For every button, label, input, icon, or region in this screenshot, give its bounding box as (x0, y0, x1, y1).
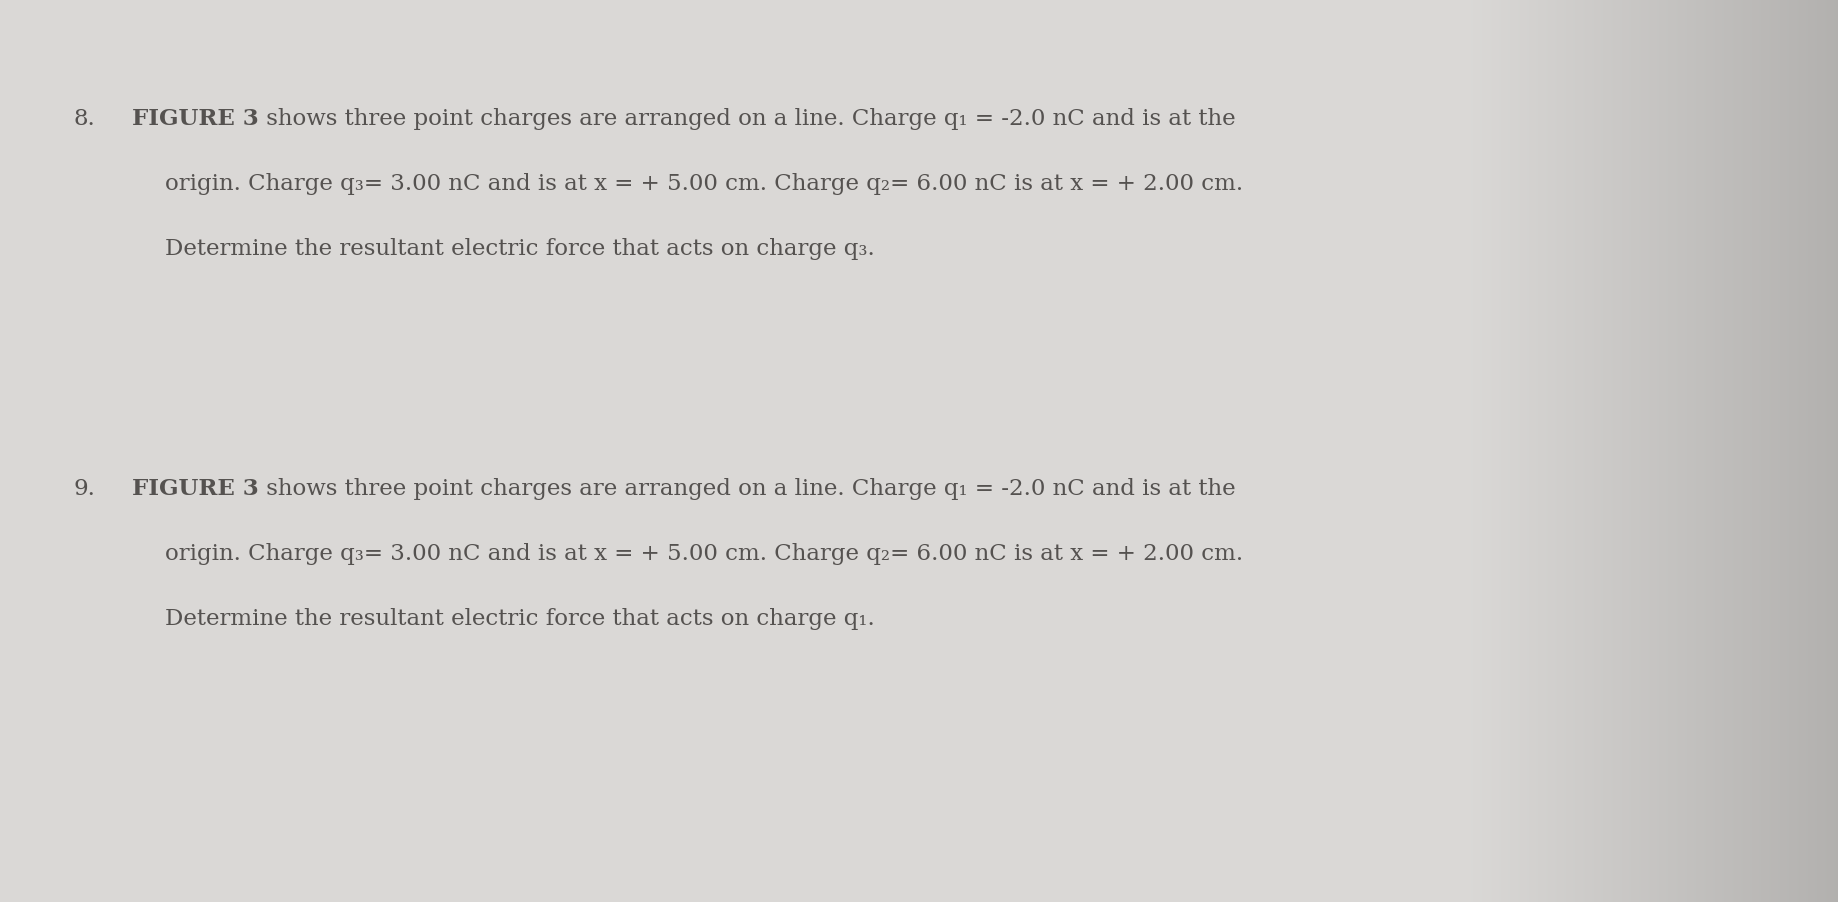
Text: FIGURE 3: FIGURE 3 (132, 108, 259, 130)
Text: 9.: 9. (74, 478, 96, 500)
Text: Determine the resultant electric force that acts on charge q₁.: Determine the resultant electric force t… (165, 608, 875, 630)
Text: 8.: 8. (74, 108, 96, 130)
Text: origin. Charge q₃= 3.00 nC and is at x = + 5.00 cm. Charge q₂= 6.00 nC is at x =: origin. Charge q₃= 3.00 nC and is at x =… (165, 173, 1244, 195)
Text: shows three point charges are arranged on a line. Charge q₁ = -2.0 nC and is at : shows three point charges are arranged o… (259, 478, 1235, 500)
Text: origin. Charge q₃= 3.00 nC and is at x = + 5.00 cm. Charge q₂= 6.00 nC is at x =: origin. Charge q₃= 3.00 nC and is at x =… (165, 543, 1244, 565)
Text: FIGURE 3: FIGURE 3 (132, 478, 259, 500)
Text: Determine the resultant electric force that acts on charge q₃.: Determine the resultant electric force t… (165, 238, 875, 260)
Text: shows three point charges are arranged on a line. Charge q₁ = -2.0 nC and is at : shows three point charges are arranged o… (259, 108, 1235, 130)
